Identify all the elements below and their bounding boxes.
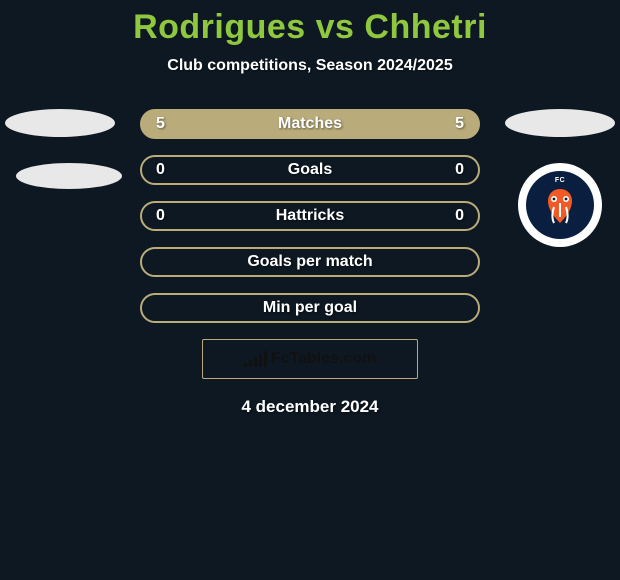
player-badge-left-1 [5,109,115,137]
stat-row: 0 Hattricks 0 [140,201,480,231]
date-text: 4 december 2024 [0,397,620,417]
club-logo: FC [518,163,602,247]
stat-right-value: 0 [455,207,464,225]
stat-right-value: 0 [455,161,464,179]
club-logo-inner: FC [526,171,594,239]
attribution-box: FcTables.com [202,339,418,379]
stat-row: Goals per match [140,247,480,277]
page-title: Rodrigues vs Chhetri [0,8,620,47]
stat-label: Goals [288,161,332,179]
attribution-bars-icon [244,351,267,367]
stat-left-value: 5 [156,115,165,133]
stat-left-value: 0 [156,207,165,225]
stat-left-value: 0 [156,161,165,179]
club-logo-text-top: FC [555,177,565,184]
stat-row: 0 Goals 0 [140,155,480,185]
stat-label: Min per goal [263,299,357,317]
stat-label: Matches [278,115,342,133]
player-badge-left-2 [16,163,122,189]
stat-row: Min per goal [140,293,480,323]
comparison-infographic: Rodrigues vs Chhetri Club competitions, … [0,0,620,580]
subtitle: Club competitions, Season 2024/2025 [0,57,620,75]
stat-label: Hattricks [276,207,344,225]
stat-row: 5 Matches 5 [140,109,480,139]
stats-area: FC 5 Matches 5 0 Goals 0 0 Hattricks 0 Goals per … [0,109,620,323]
stat-label: Goals per match [247,253,372,271]
club-logo-icon [538,183,582,227]
attribution-text: FcTables.com [271,350,377,368]
stat-right-value: 5 [455,115,464,133]
player-badge-right-1 [505,109,615,137]
